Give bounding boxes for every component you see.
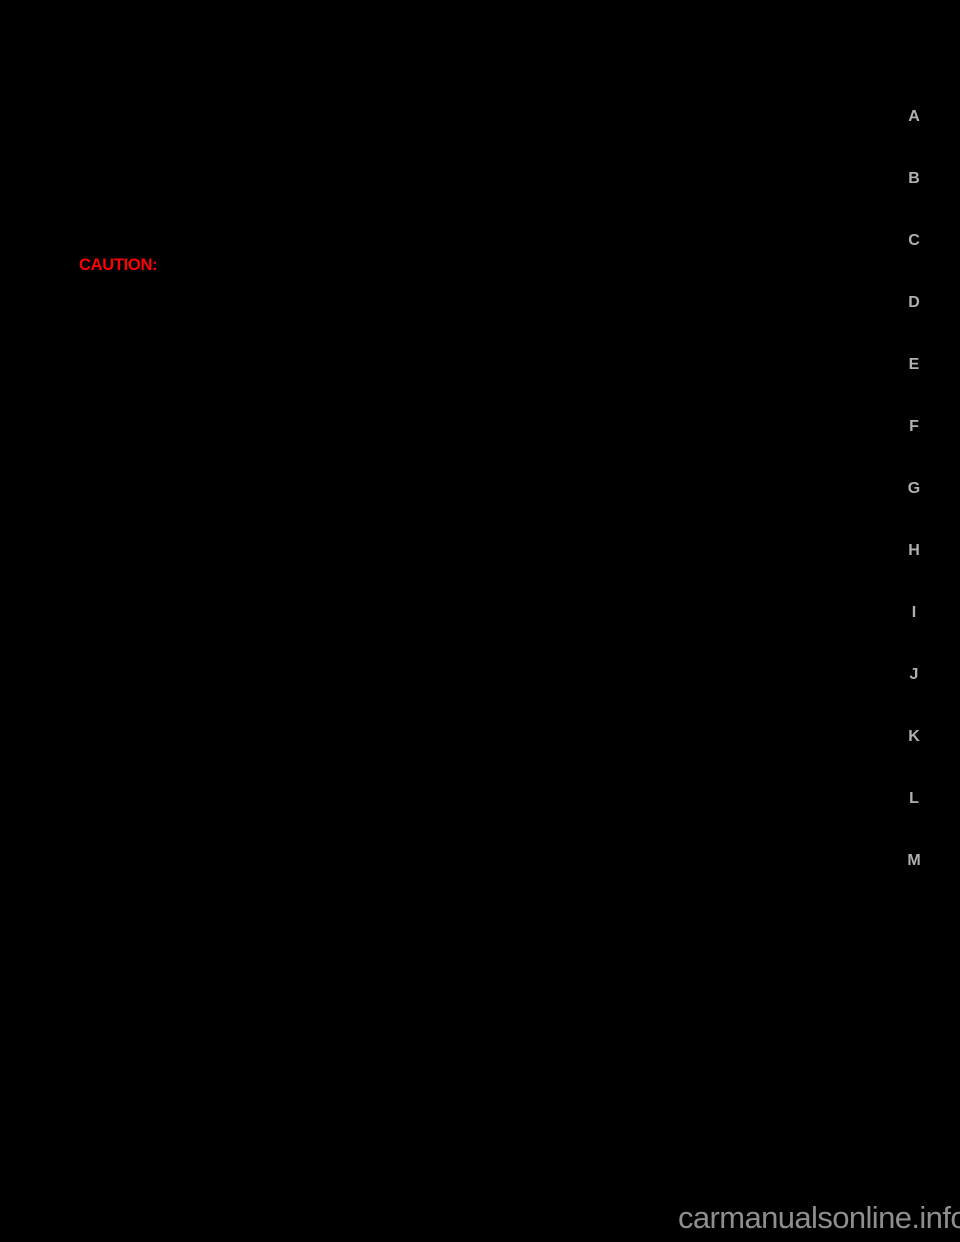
caution-heading: CAUTION: [79,255,158,274]
section-tab-g[interactable]: G [907,480,921,497]
section-tab-b[interactable]: B [908,170,920,187]
site-watermark: carmanualsonline.info [678,1200,960,1235]
section-tab-l[interactable]: L [909,790,919,807]
section-tab-d[interactable]: D [908,294,920,311]
section-tab-h[interactable]: H [908,542,920,559]
section-tab-k[interactable]: K [908,728,920,745]
section-tab-m[interactable]: M [907,852,921,869]
section-tab-f[interactable]: F [909,418,919,435]
section-tab-c[interactable]: C [908,232,920,249]
section-tab-a[interactable]: A [908,108,920,125]
section-tab-e[interactable]: E [908,356,920,373]
section-tab-j[interactable]: J [909,666,919,683]
section-tab-i[interactable]: I [911,604,917,621]
section-tab-index: A B C D E F G H I J K L M [890,95,960,895]
